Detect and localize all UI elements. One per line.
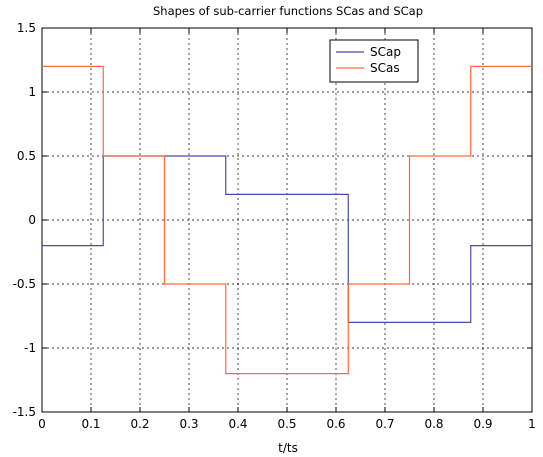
x-tick-label: 0.1 [81, 417, 100, 431]
x-tick-label: 0.5 [277, 417, 296, 431]
plot-area: 0 0.1 0.2 0.3 0.4 0.5 0.6 0.7 0.8 0.9 1 1.5 1 0.5 0 -0.… [13, 21, 536, 431]
y-tick-label: 1 [28, 85, 36, 99]
legend-label-scas: SCas [370, 61, 400, 75]
y-tick-label: 1.5 [17, 21, 36, 35]
x-tick-label: 0.4 [228, 417, 247, 431]
x-axis-label: t/ts [278, 441, 298, 455]
x-tick-label: 0.8 [424, 417, 443, 431]
series-line-scap [42, 155, 532, 323]
x-tick-label: 0 [38, 417, 46, 431]
legend-box [329, 39, 419, 83]
legend: SCap SCas [329, 39, 419, 83]
x-tick-label: 0.3 [179, 417, 198, 431]
chart-title: Shapes of sub-carrier functions SCas and… [153, 4, 423, 18]
legend-label-scap: SCap [370, 45, 401, 59]
y-tick-label: 0 [28, 213, 36, 227]
series-line-scas [42, 65, 532, 375]
x-tick-label: 0.7 [375, 417, 394, 431]
x-tick-label: 0.9 [473, 417, 492, 431]
y-tick-label: -1.5 [13, 405, 36, 419]
y-tick-label: 0.5 [17, 149, 36, 163]
x-tick-label: 0.2 [130, 417, 149, 431]
y-tick-label: -0.5 [13, 277, 36, 291]
x-tick-label: 0.6 [326, 417, 345, 431]
x-tick-label: 1 [528, 417, 536, 431]
y-tick-label: -1 [24, 341, 36, 355]
